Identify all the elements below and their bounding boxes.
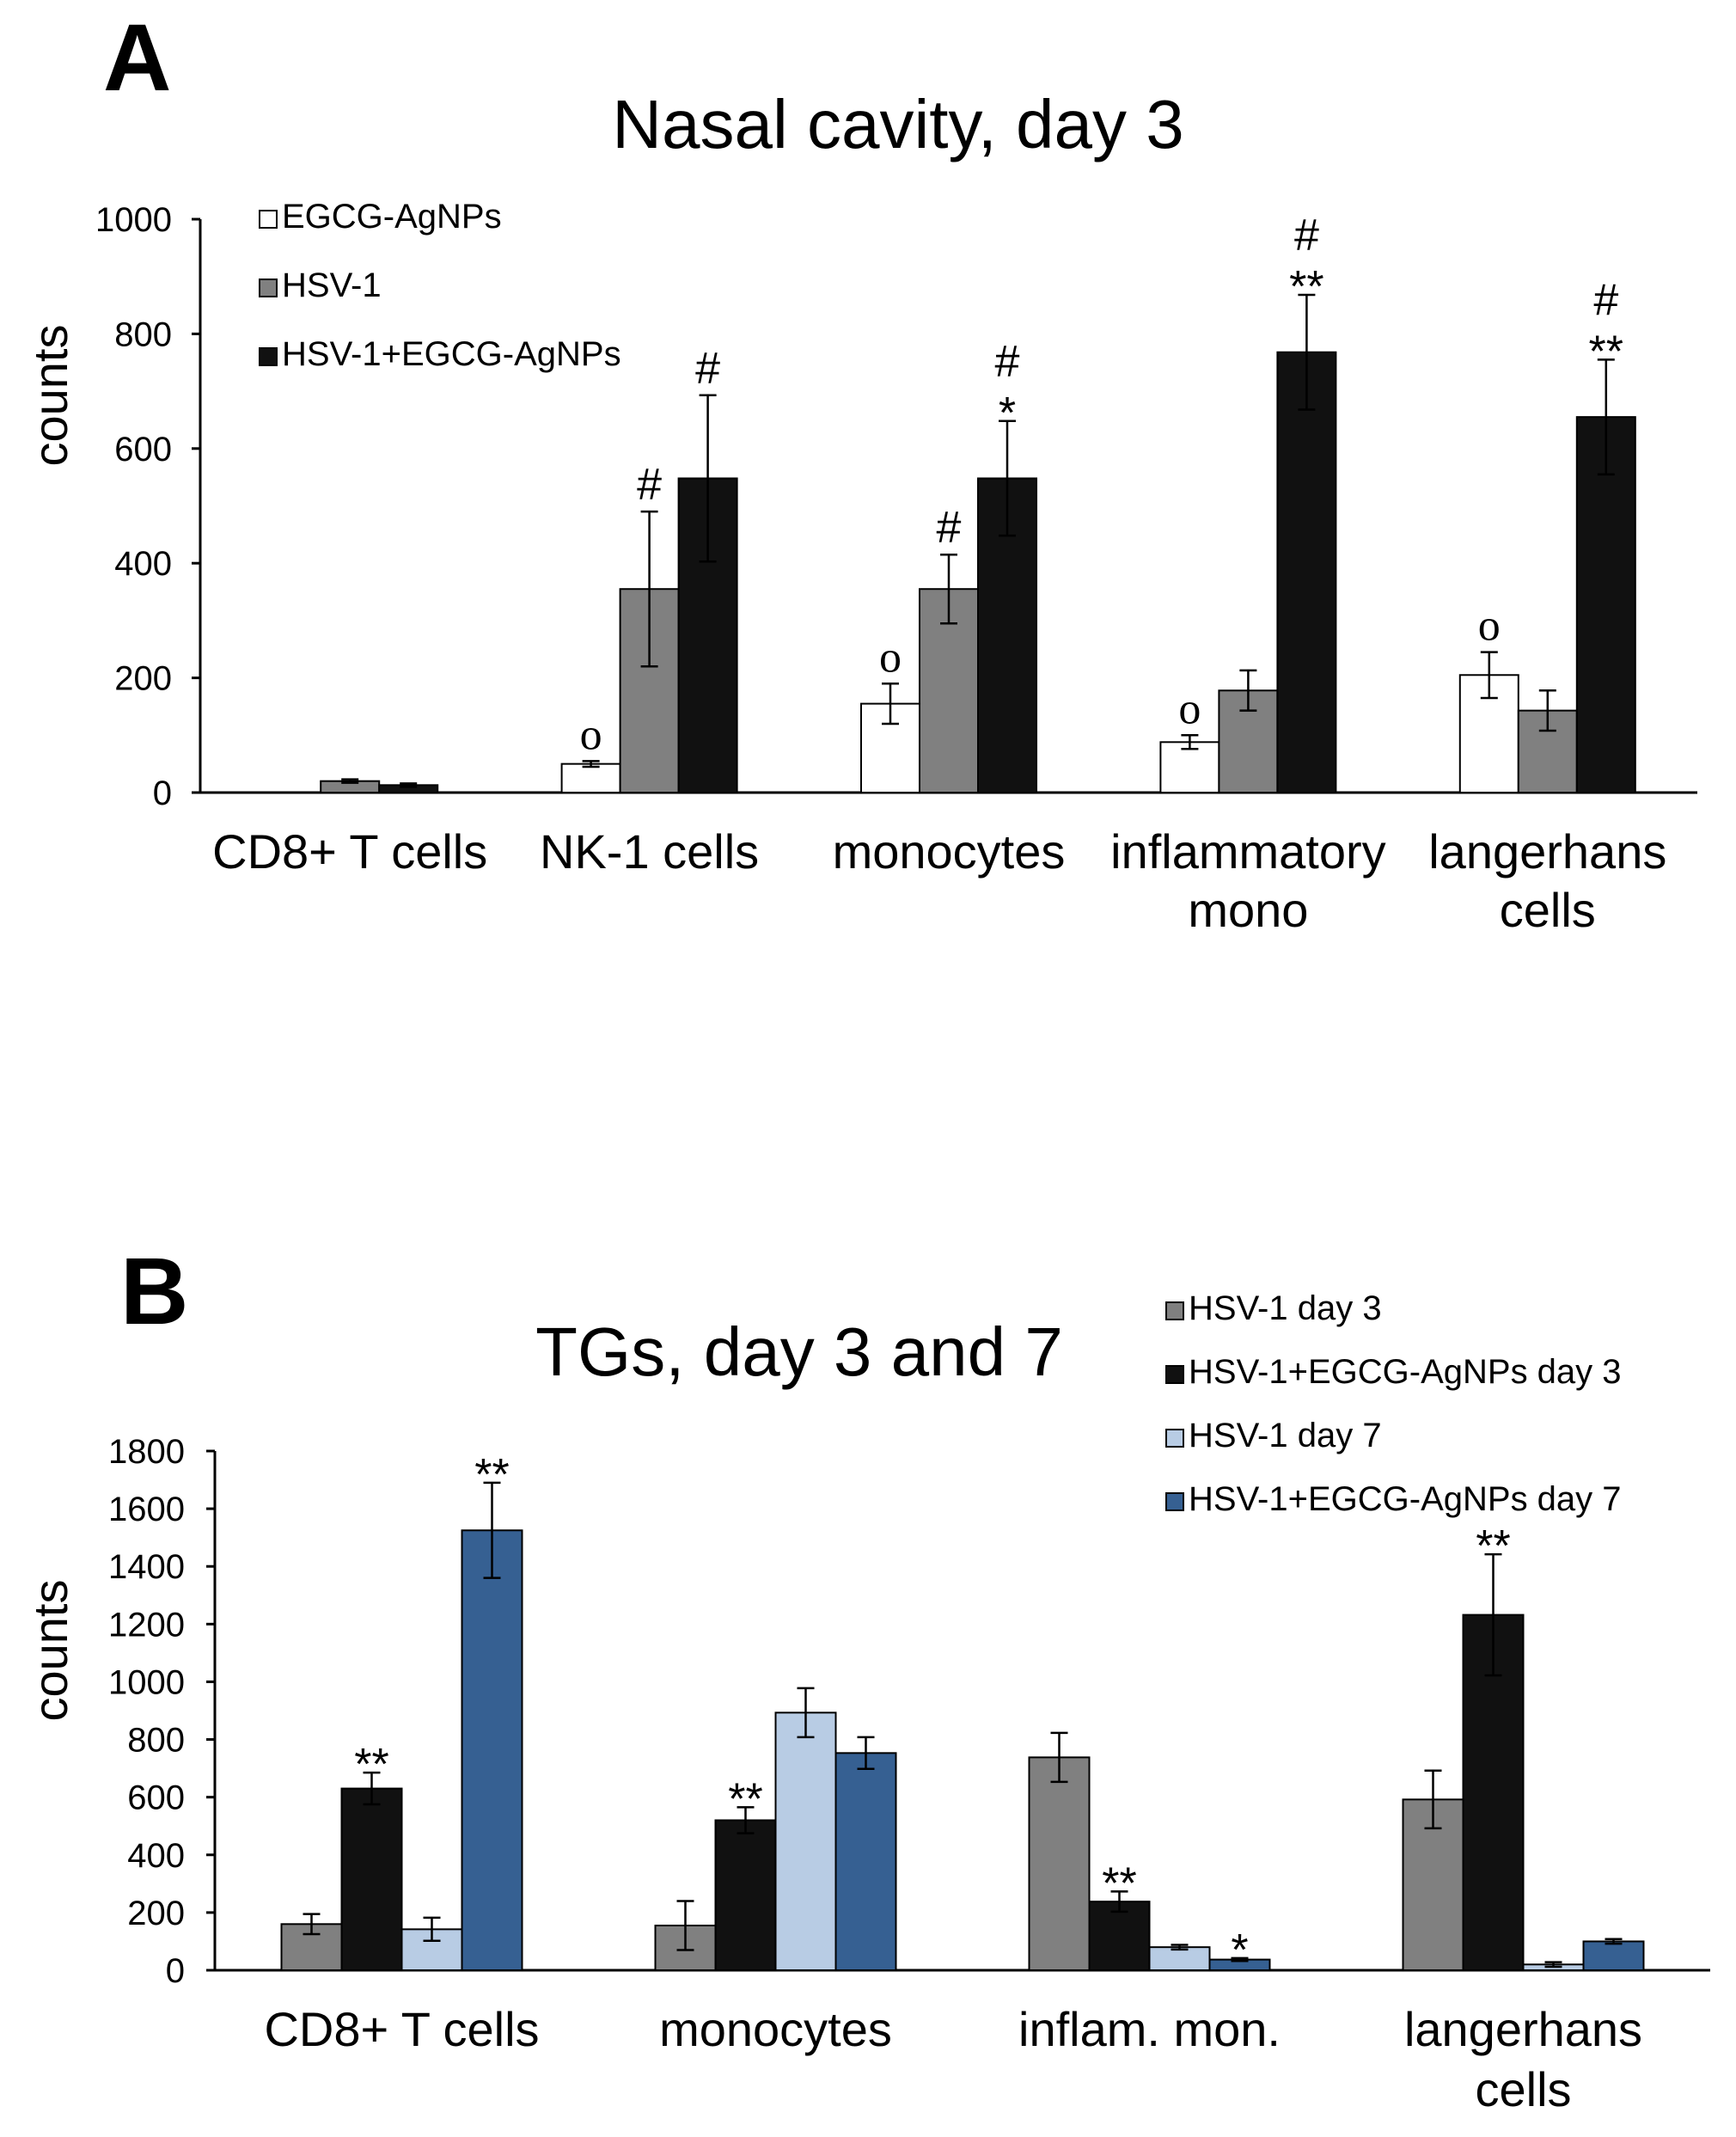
pb-legend-swatch-hsv-1-day-3 bbox=[1165, 1301, 1184, 1320]
pb-annotation-hsv-1-egcg-agnps-day-7-0: ** bbox=[474, 1450, 509, 1500]
panel-letter-b: B bbox=[120, 1239, 188, 1344]
pa-category-label-nk-1-cells: NK-1 cells bbox=[540, 824, 759, 879]
pb-annotation-hsv-1-egcg-agnps-day-3-2: ** bbox=[1102, 1858, 1136, 1908]
pa-annotation-hsv-1-egcg-agnps-4: # bbox=[1593, 275, 1618, 325]
pb-y-tick-label-0: 0 bbox=[166, 1952, 185, 1990]
pa-y-tick-label-200: 200 bbox=[114, 660, 172, 698]
pa-category-label-cd8-t-cells: CD8+ T cells bbox=[212, 824, 487, 879]
pb-bar-hsv-1-egcg-agnps-day-7-3 bbox=[1582, 1940, 1645, 1971]
pa-annotation-hsv-1-1: # bbox=[637, 460, 662, 510]
pa-annotation-hsv-1-egcg-agnps-3: # bbox=[1294, 211, 1319, 260]
pa-annotation-hsv-1-egcg-agnps-4: ** bbox=[1589, 327, 1623, 377]
pa-bar-hsv-1-egcg-agnps-3 bbox=[1276, 351, 1337, 793]
pa-bar-egcg-agnps-1 bbox=[560, 762, 621, 794]
pa-y-tick-label-800: 800 bbox=[114, 315, 172, 353]
pa-category-label-line: NK-1 cells bbox=[540, 824, 759, 879]
pb-legend-label-hsv-1-day-3: HSV-1 day 3 bbox=[1189, 1289, 1382, 1327]
pa-category-label-line: CD8+ T cells bbox=[212, 824, 487, 879]
pa-category-label-langerhans-cells: langerhans cells bbox=[1428, 824, 1666, 937]
pb-category-label-inflam-mon: inflam. mon. bbox=[1018, 2002, 1281, 2056]
pa-annotation-hsv-1-egcg-agnps-1: # bbox=[695, 344, 720, 394]
pa-legend-swatch-egcg-agnps bbox=[259, 210, 278, 229]
pa-annotation-hsv-1-egcg-agnps-2: # bbox=[995, 337, 1020, 387]
pa-category-label-line: cells bbox=[1500, 883, 1596, 937]
pb-category-label-line: cells bbox=[1475, 2062, 1571, 2116]
pb-category-label-line: inflam. mon. bbox=[1018, 2002, 1281, 2056]
pa-legend-label-hsv-1: HSV-1 bbox=[282, 266, 382, 304]
pb-bar-hsv-1-egcg-agnps-day-3-1 bbox=[714, 1819, 777, 1972]
pa-legend-swatch-hsv-1 bbox=[259, 279, 278, 297]
pa-legend-swatch-hsv-1-egcg-agnps bbox=[259, 347, 278, 366]
pb-y-tick-label-1800: 1800 bbox=[108, 1433, 185, 1471]
pb-legend-label-hsv-1-egcg-agnps-day-3: HSV-1+EGCG-AgNPs day 3 bbox=[1189, 1353, 1622, 1391]
pb-y-tick-label-1400: 1400 bbox=[108, 1548, 185, 1586]
chart-title-a: Nasal cavity, day 3 bbox=[612, 86, 1183, 162]
panel-b: B TGs, day 3 and 7 counts 0 200 400 600 800 1… bbox=[23, 1239, 1710, 2116]
pa-category-label-line: monocytes bbox=[833, 824, 1066, 879]
pb-y-tick-label-800: 800 bbox=[127, 1722, 185, 1760]
pa-annotation-egcg-agnps-3: o bbox=[1178, 684, 1201, 733]
pb-annotation-hsv-1-egcg-agnps-day-3-3: ** bbox=[1476, 1522, 1510, 1571]
pb-bar-hsv-1-egcg-agnps-day-7-0 bbox=[461, 1529, 523, 1972]
pb-y-tick-label-600: 600 bbox=[127, 1779, 185, 1817]
pa-legend-label-hsv-1-egcg-agnps: HSV-1+EGCG-AgNPs bbox=[282, 335, 621, 373]
pa-annotation-hsv-1-2: # bbox=[937, 503, 962, 553]
pb-annotation-hsv-1-egcg-agnps-day-3-1: ** bbox=[728, 1774, 762, 1824]
pa-annotation-hsv-1-egcg-agnps-2: * bbox=[999, 389, 1016, 438]
pb-annotation-hsv-1-egcg-agnps-day-3-0: ** bbox=[354, 1740, 388, 1790]
y-axis-label-a: counts bbox=[23, 325, 77, 467]
pa-annotation-egcg-agnps-4: o bbox=[1478, 602, 1501, 651]
pa-annotation-egcg-agnps-2: o bbox=[879, 633, 902, 682]
pa-bar-hsv-1-3 bbox=[1218, 689, 1279, 793]
pa-y-tick-label-400: 400 bbox=[114, 545, 172, 583]
pb-y-tick-label-1000: 1000 bbox=[108, 1663, 185, 1701]
pb-y-tick-label-200: 200 bbox=[127, 1895, 185, 1932]
pb-category-label-monocytes: monocytes bbox=[659, 2002, 892, 2056]
pa-category-label-line: mono bbox=[1188, 883, 1308, 937]
pb-category-label-line: monocytes bbox=[659, 2002, 892, 2056]
pa-annotation-hsv-1-egcg-agnps-3: ** bbox=[1289, 262, 1323, 312]
pb-bar-hsv-1-day-7-2 bbox=[1148, 1946, 1211, 1971]
pa-legend-label-egcg-agnps: EGCG-AgNPs bbox=[282, 198, 502, 236]
pa-category-label-inflammatory-mono: inflammatory mono bbox=[1110, 824, 1386, 937]
pb-legend-swatch-hsv-1-egcg-agnps-day-3 bbox=[1165, 1365, 1184, 1384]
pb-y-tick-label-400: 400 bbox=[127, 1837, 185, 1875]
y-axis-label-b: counts bbox=[23, 1580, 77, 1722]
pa-y-tick-label-1000: 1000 bbox=[95, 201, 172, 239]
pa-y-tick-label-600: 600 bbox=[114, 431, 172, 468]
pb-y-tick-label-1600: 1600 bbox=[108, 1491, 185, 1528]
pa-category-label-monocytes: monocytes bbox=[833, 824, 1066, 879]
pb-category-label-line: CD8+ T cells bbox=[264, 2002, 539, 2056]
pa-annotation-egcg-agnps-1: o bbox=[580, 710, 602, 759]
pb-bar-hsv-1-day-7-1 bbox=[774, 1711, 837, 1971]
pb-category-label-line: langerhans bbox=[1404, 2002, 1642, 2056]
pa-category-label-line: inflammatory bbox=[1110, 824, 1386, 879]
panel-letter-a: A bbox=[103, 5, 171, 111]
pb-category-label-langerhans-cells: langerhans cells bbox=[1404, 2002, 1642, 2116]
pb-bar-hsv-1-day-3-2 bbox=[1028, 1756, 1091, 1971]
pb-legend-swatch-hsv-1-day-7 bbox=[1165, 1429, 1184, 1448]
pb-bar-hsv-1-egcg-agnps-day-7-1 bbox=[834, 1752, 897, 1971]
pb-annotation-hsv-1-egcg-agnps-day-7-2: * bbox=[1231, 1926, 1248, 1975]
pb-legend-label-hsv-1-egcg-agnps-day-7: HSV-1+EGCG-AgNPs day 7 bbox=[1189, 1480, 1622, 1518]
pb-legend-swatch-hsv-1-egcg-agnps-day-7 bbox=[1165, 1492, 1184, 1511]
pb-legend-label-hsv-1-day-7: HSV-1 day 7 bbox=[1189, 1417, 1382, 1454]
pb-category-label-cd8-t-cells: CD8+ T cells bbox=[264, 2002, 539, 2056]
pb-bar-hsv-1-egcg-agnps-day-3-0 bbox=[340, 1787, 403, 1972]
pb-y-tick-label-1200: 1200 bbox=[108, 1606, 185, 1644]
pa-category-label-line: langerhans bbox=[1428, 824, 1666, 879]
pa-y-tick-label-0: 0 bbox=[153, 775, 172, 812]
panel-a: A Nasal cavity, day 3 counts 0 200 400 600 8… bbox=[23, 5, 1697, 937]
chart-title-b: TGs, day 3 and 7 bbox=[535, 1313, 1063, 1390]
